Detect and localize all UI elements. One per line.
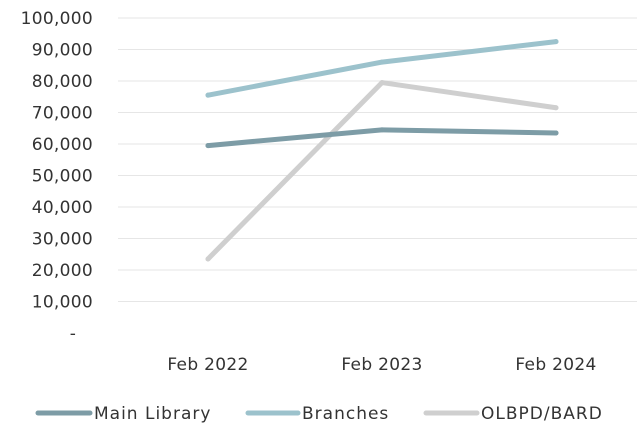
y-tick-label: 20,000 [32, 261, 93, 281]
y-tick-label: 90,000 [32, 41, 93, 61]
y-tick-label: 60,000 [32, 135, 93, 155]
legend-label: Main Library [94, 404, 211, 424]
data-point [553, 105, 559, 111]
data-point [379, 127, 385, 133]
data-point [205, 256, 211, 262]
y-tick-label: 50,000 [32, 167, 93, 187]
data-point [205, 143, 211, 149]
y-tick-label: - [70, 324, 76, 344]
data-point [205, 92, 211, 98]
data-point [553, 130, 559, 136]
data-point [379, 80, 385, 86]
x-tick-label: Feb 2022 [167, 355, 248, 375]
y-tick-label: 100,000 [21, 9, 93, 29]
data-point [553, 39, 559, 45]
x-tick-label: Feb 2023 [341, 355, 422, 375]
y-axis-ticks: 100,000 90,000 80,000 70,000 60,000 50,000 40,… [21, 9, 93, 344]
x-axis-ticks: Feb 2022 Feb 2023 Feb 2024 [167, 355, 596, 375]
y-tick-label: 10,000 [32, 293, 93, 313]
y-tick-label: 30,000 [32, 230, 93, 250]
data-point [379, 59, 385, 65]
x-tick-label: Feb 2024 [515, 355, 596, 375]
legend-label: OLBPD/BARD [481, 404, 603, 424]
y-tick-label: 40,000 [32, 198, 93, 218]
legend: Main Library Branches OLBPD/BARD [35, 404, 603, 424]
series-lines [205, 39, 559, 262]
y-tick-label: 70,000 [32, 104, 93, 124]
series-line-olbpd-bard [205, 80, 559, 262]
y-tick-label: 80,000 [32, 72, 93, 92]
legend-label: Branches [302, 404, 389, 424]
gridlines [118, 17, 637, 302]
